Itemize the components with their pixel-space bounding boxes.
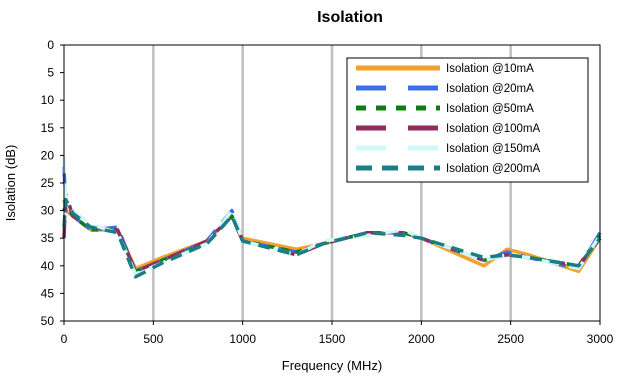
y-tick-label: 5 <box>47 66 54 80</box>
y-tick-label: 50 <box>41 314 55 328</box>
legend: Isolation @10mA Isolation @20mA Isolation … <box>346 57 589 183</box>
y-tick-label: 15 <box>41 121 55 135</box>
series-line-1 <box>62 166 602 274</box>
y-tick-label: 35 <box>41 231 55 245</box>
x-tick-label: 0 <box>61 332 68 346</box>
x-tick-label: 1500 <box>319 332 346 346</box>
legend-box <box>346 57 589 183</box>
legend-label-5: Isolation @200mA <box>446 163 540 175</box>
y-axis-ticks: 0 5 10 15 20 25 30 35 40 45 50 <box>41 38 64 328</box>
y-tick-label: 10 <box>41 93 55 107</box>
x-tick-label: 1000 <box>229 332 256 346</box>
x-tick-label: 2500 <box>497 332 524 346</box>
chart-title: Isolation <box>317 9 383 26</box>
x-axis-label: Frequency (MHz) <box>282 358 382 373</box>
x-tick-label: 2000 <box>408 332 435 346</box>
y-tick-label: 20 <box>41 148 55 162</box>
y-tick-label: 40 <box>41 259 55 273</box>
y-axis-label: Isolation (dB) <box>3 145 18 222</box>
y-tick-label: 45 <box>41 286 55 300</box>
x-tick-label: 500 <box>143 332 163 346</box>
series-lines <box>62 155 602 279</box>
y-tick-label: 0 <box>47 38 54 52</box>
legend-label-3: Isolation @100mA <box>446 123 540 135</box>
series-line-4 <box>62 155 602 276</box>
legend-label-1: Isolation @20mA <box>446 83 534 95</box>
series-line-5 <box>62 197 602 279</box>
legend-entries: Isolation @10mA Isolation @20mA Isolation … <box>356 63 540 175</box>
y-tick-label: 30 <box>41 204 55 218</box>
y-tick-label: 25 <box>41 176 55 190</box>
legend-label-2: Isolation @50mA <box>446 103 534 115</box>
legend-label-0: Isolation @10mA <box>446 63 534 75</box>
x-axis-ticks: 0 500 1000 1500 2000 2500 3000 <box>61 321 614 346</box>
x-tick-label: 3000 <box>587 332 614 346</box>
legend-label-4: Isolation @150mA <box>446 143 540 155</box>
